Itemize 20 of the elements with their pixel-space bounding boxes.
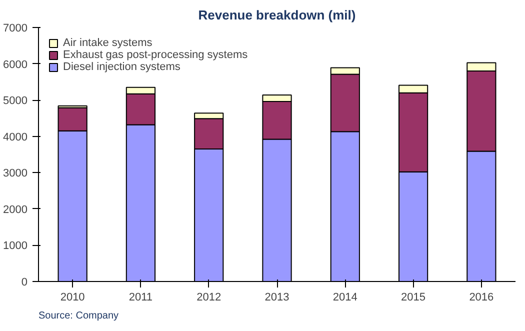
x-tick-label: 2010: [60, 292, 85, 304]
y-tick-label: 4000: [3, 131, 28, 144]
legend-label: Diesel injection systems: [63, 61, 180, 73]
y-tick-label: 7000: [3, 22, 28, 34]
x-tick-label: 2015: [401, 292, 426, 304]
x-tick-label: 2011: [128, 292, 153, 304]
y-tick-label: 3000: [3, 168, 28, 180]
legend-label: Air intake systems: [63, 37, 152, 49]
x-tick-label: 2016: [469, 292, 494, 304]
y-tick-label: 1000: [3, 240, 28, 252]
y-tick-label: 2000: [3, 204, 28, 216]
x-tick-label: 2013: [264, 292, 290, 304]
chart-title: Revenue breakdown (mil): [198, 8, 356, 22]
y-tick-label: 6000: [3, 58, 28, 71]
y-tick-label: 5000: [3, 95, 28, 108]
x-tick-label: 2012: [196, 292, 222, 304]
legend-label: Exhaust gas post-processing systems: [63, 49, 248, 61]
source-note: Source: Company: [38, 310, 119, 322]
x-tick-label: 2014: [332, 292, 358, 304]
y-tick-label: 0: [21, 276, 28, 288]
